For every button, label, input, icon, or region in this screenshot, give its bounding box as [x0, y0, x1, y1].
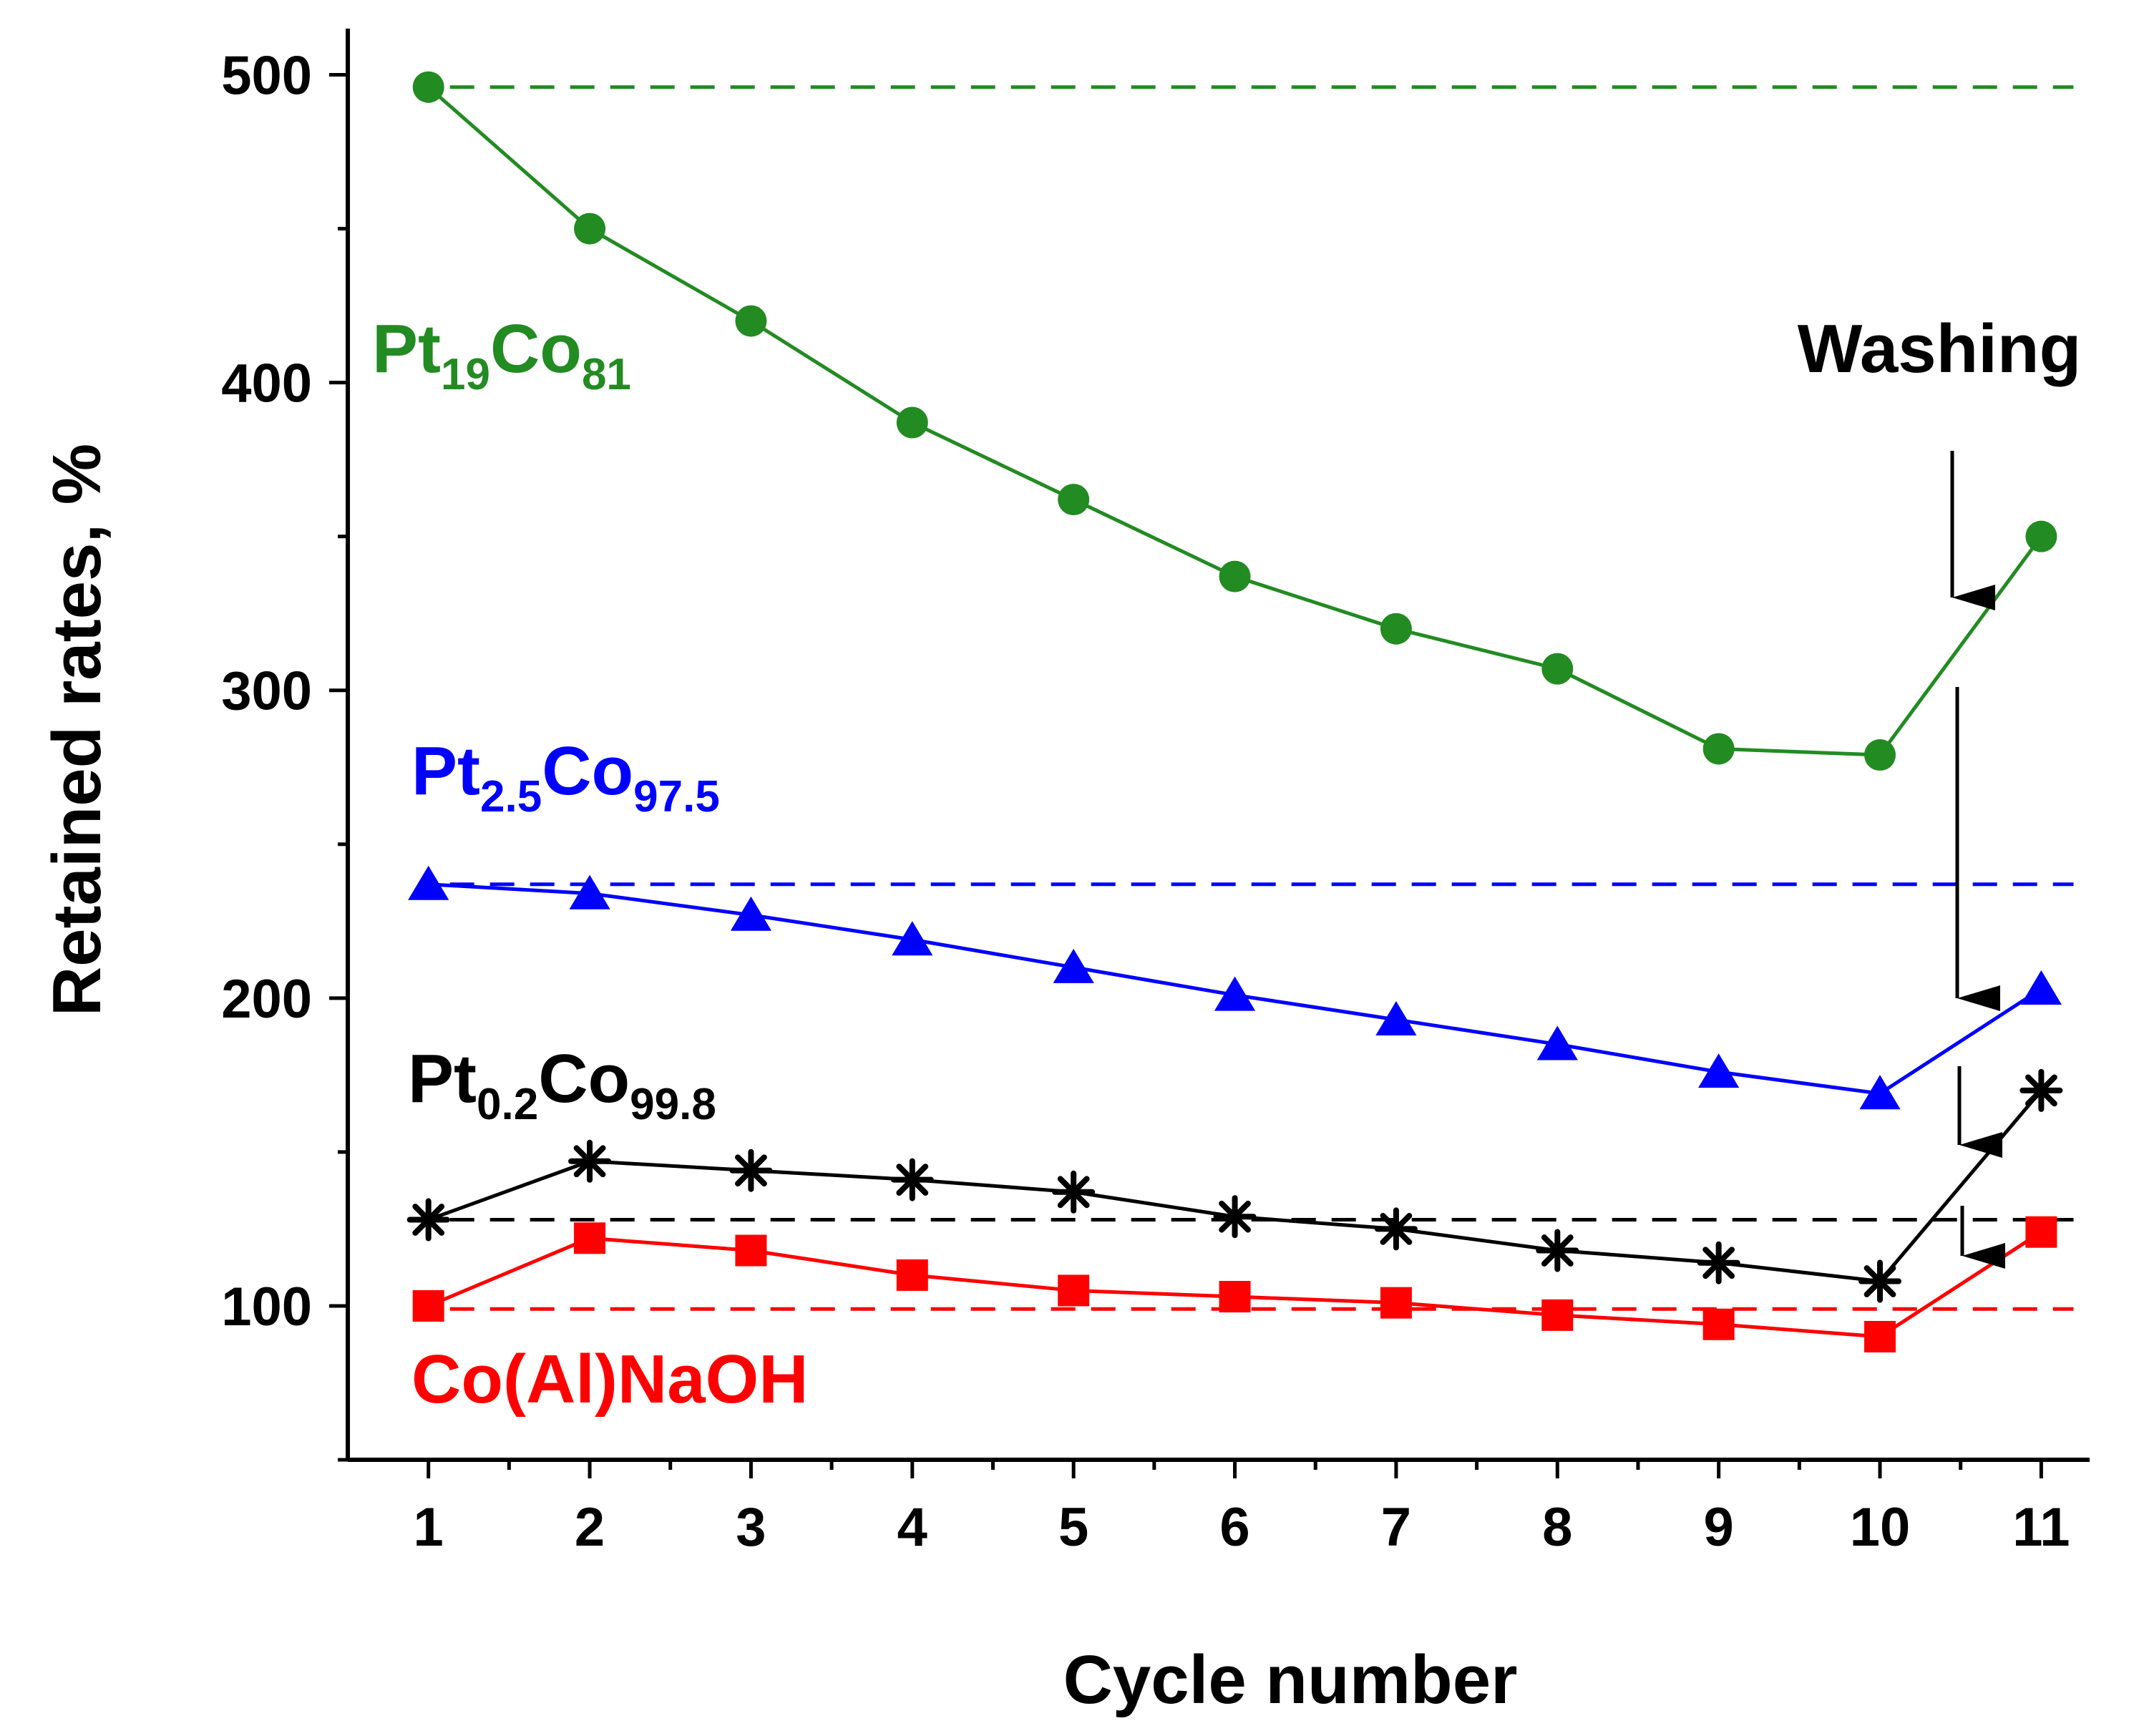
asterisk-stroke: [412, 1204, 445, 1236]
data-point-asterisk: [1697, 1241, 1740, 1284]
x-tick-label: 11: [2012, 1497, 2070, 1558]
data-point-triangle: [1214, 976, 1256, 1011]
series-label-subscript: 99.8: [630, 1080, 716, 1129]
data-point-asterisk: [568, 1139, 612, 1183]
data-point-square: [2025, 1216, 2057, 1248]
series-label-text: Pt: [372, 311, 441, 387]
y-tick-label: 400: [221, 353, 312, 414]
annotations: Washing: [1798, 311, 2081, 1269]
series-label-subscript: 97.5: [633, 772, 720, 821]
x-tick-label: 5: [1058, 1497, 1088, 1558]
data-point-square: [896, 1259, 928, 1291]
data-point-square: [1864, 1320, 1896, 1352]
y-tick-label: 200: [221, 969, 312, 1030]
series-label: Pt2.5Co97.5: [411, 733, 720, 821]
series-label-text: Co: [538, 1040, 630, 1117]
data-point-asterisk: [1374, 1207, 1418, 1251]
data-point-asterisk: [1858, 1259, 1902, 1303]
data-point-square: [1541, 1299, 1574, 1331]
data-point-triangle: [1053, 948, 1094, 983]
y-tick-label: 300: [221, 661, 312, 722]
series-label: Pt0.2Co99.8: [408, 1040, 716, 1129]
asterisk-stroke: [573, 1145, 606, 1178]
data-point-asterisk: [2019, 1068, 2063, 1112]
asterisk-stroke: [1702, 1247, 1735, 1279]
asterisk-stroke: [1219, 1200, 1251, 1233]
data-point-triangle: [730, 896, 772, 931]
data-point-asterisk: [1536, 1229, 1579, 1272]
axes: 1 2 3 4 5 6 7 8 9 10 11 100 200 300 400 500 Cycle number…: [39, 29, 2090, 1718]
data-point-circle: [896, 406, 928, 439]
data-point-circle: [1219, 560, 1251, 593]
data-point-asterisk: [890, 1158, 934, 1201]
y-axis-title: Retained rates, %: [39, 444, 115, 1016]
series-markers: [406, 71, 2063, 1352]
data-point-square: [412, 1289, 444, 1322]
data-point-square: [735, 1234, 767, 1267]
x-tick-label: 9: [1704, 1497, 1734, 1558]
data-point-triangle: [569, 874, 610, 910]
data-point-square: [574, 1222, 606, 1254]
asterisk-stroke: [1541, 1234, 1574, 1267]
asterisk-stroke: [1863, 1265, 1896, 1297]
washing-annotation: Washing: [1798, 311, 2081, 387]
x-axis-title: Cycle number: [1063, 1642, 1518, 1718]
data-point-circle: [412, 71, 444, 103]
series-label-text: Co(Al)NaOH: [411, 1341, 809, 1418]
series-label-text: Co: [542, 733, 633, 809]
x-tick-label: 3: [736, 1497, 766, 1558]
y-tick-label: 500: [221, 46, 312, 107]
asterisk-stroke: [1380, 1213, 1413, 1245]
data-point-circle: [574, 213, 606, 245]
data-point-triangle: [2020, 970, 2062, 1005]
data-point-circle: [2025, 520, 2057, 552]
asterisk-stroke: [2025, 1074, 2057, 1107]
series-label: Co(Al)NaOH: [411, 1341, 809, 1418]
x-tick-label: 4: [897, 1497, 927, 1558]
data-point-triangle: [1859, 1075, 1901, 1110]
asterisk-stroke: [896, 1164, 929, 1196]
data-point-square: [1058, 1274, 1090, 1307]
data-point-triangle: [1698, 1053, 1740, 1088]
data-point-asterisk: [1213, 1195, 1257, 1239]
data-point-square: [1219, 1281, 1251, 1313]
data-point-circle: [1864, 739, 1896, 771]
series-label: Pt19Co81: [372, 311, 631, 399]
data-point-asterisk: [406, 1198, 450, 1242]
data-point-circle: [735, 305, 767, 337]
data-point-asterisk: [1052, 1170, 1096, 1214]
data-point-circle: [1541, 653, 1574, 685]
x-tick-label: 10: [1850, 1497, 1911, 1558]
y-tick-label: 100: [221, 1277, 312, 1337]
asterisk-stroke: [1057, 1176, 1090, 1209]
x-tick-label: 1: [414, 1497, 444, 1558]
data-point-triangle: [1536, 1025, 1578, 1060]
data-point-circle: [1702, 733, 1735, 765]
series-line: [427, 85, 2043, 757]
data-point-circle: [1058, 484, 1090, 516]
series-label-text: Pt: [408, 1040, 477, 1117]
series-label-subscript: 0.2: [477, 1080, 538, 1129]
series-lines: [427, 85, 2043, 1339]
series-label-text: Co: [490, 311, 582, 387]
data-point-asterisk: [729, 1149, 773, 1192]
x-tick-label: 2: [575, 1497, 605, 1558]
series-label-subscript: 2.5: [480, 772, 542, 821]
x-tick-label: 8: [1542, 1497, 1572, 1558]
series-label-text: Pt: [411, 733, 480, 809]
asterisk-stroke: [735, 1154, 767, 1187]
data-point-circle: [1380, 613, 1412, 645]
data-point-triangle: [408, 865, 449, 900]
data-point-triangle: [1375, 1000, 1417, 1036]
data-point-square: [1380, 1287, 1412, 1319]
data-point-square: [1702, 1308, 1735, 1340]
series-label-subscript: 19: [441, 350, 490, 399]
data-point-triangle: [892, 921, 933, 956]
x-tick-label: 6: [1219, 1497, 1249, 1558]
x-tick-label: 7: [1381, 1497, 1411, 1558]
series-label-subscript: 81: [582, 350, 631, 399]
